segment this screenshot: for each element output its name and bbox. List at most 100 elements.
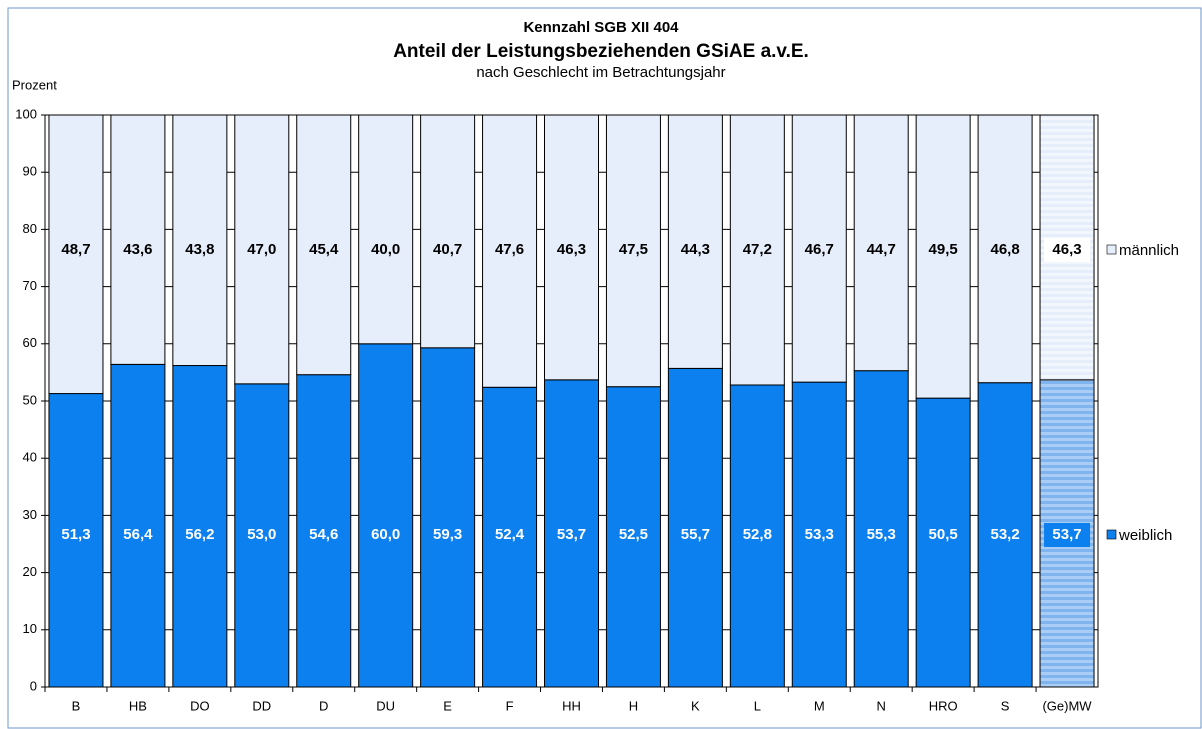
bar-segment <box>667 367 723 688</box>
value-label: 56,4 <box>123 526 153 543</box>
bar-segment <box>482 386 538 688</box>
value-label-box <box>1044 523 1091 547</box>
bar-segment <box>172 114 228 367</box>
value-label: 53,3 <box>805 526 834 543</box>
value-label: 54,6 <box>309 526 338 543</box>
x-tick-label: D <box>319 698 328 713</box>
value-label: 53,7 <box>557 526 586 543</box>
y-tick-label: 20 <box>23 564 37 579</box>
x-tick-label: F <box>506 698 514 713</box>
x-tick-label: (Ge)MW <box>1042 698 1092 713</box>
x-tick-label: S <box>1001 698 1010 713</box>
y-tick-label: 100 <box>15 106 37 121</box>
value-label: 40,0 <box>371 241 400 258</box>
value-label: 53,2 <box>990 526 1019 543</box>
y-tick-label: 40 <box>23 450 37 465</box>
x-tick-label: HRO <box>929 698 958 713</box>
chart-subtitle: Anteil der Leistungsbeziehenden GSiAE a.… <box>393 41 809 62</box>
x-tick-label: N <box>877 698 886 713</box>
chart-subtitle: nach Geschlecht im Betrachtungsjahr <box>476 64 725 81</box>
value-label: 48,7 <box>61 241 90 258</box>
x-tick-label: H <box>629 698 638 713</box>
bar-segment <box>729 384 785 688</box>
bar-segment <box>234 114 290 385</box>
value-label: 51,3 <box>61 526 90 543</box>
value-label: 47,6 <box>495 241 524 258</box>
value-label: 47,0 <box>247 241 276 258</box>
x-tick-label: K <box>691 698 700 713</box>
bar-segment <box>977 114 1033 384</box>
x-tick-label: DU <box>376 698 395 713</box>
x-tick-label: E <box>443 698 452 713</box>
y-tick-label: 60 <box>23 335 37 350</box>
value-label: 59,3 <box>433 526 462 543</box>
bar-segment <box>358 114 414 345</box>
x-tick-label: HH <box>562 698 581 713</box>
bar-segment <box>544 379 599 688</box>
bar-segment <box>48 393 104 688</box>
value-label: 52,5 <box>619 526 648 543</box>
x-tick-label: HB <box>129 698 147 713</box>
bar-segment <box>420 347 476 688</box>
chart-title: Kennzahl SGB XII 404 <box>523 19 679 36</box>
value-label: 43,8 <box>185 241 214 258</box>
bar-segment <box>358 343 414 688</box>
value-label: 53,0 <box>247 526 276 543</box>
bar-segment <box>915 114 971 399</box>
y-tick-label: 50 <box>23 392 37 407</box>
value-label: 47,2 <box>743 241 772 258</box>
value-label: 46,7 <box>805 241 834 258</box>
value-label: 50,5 <box>929 526 958 543</box>
value-label: 52,8 <box>743 526 772 543</box>
bar-segment <box>853 370 909 688</box>
bar-segment <box>296 374 352 688</box>
value-label: 56,2 <box>185 526 214 543</box>
legend-swatch <box>1106 529 1117 540</box>
value-label: 44,3 <box>681 241 710 258</box>
x-tick-label: L <box>754 698 761 713</box>
bar-segment <box>853 114 909 372</box>
value-label: 44,7 <box>867 241 896 258</box>
bar-segment <box>605 114 661 388</box>
y-tick-label: 0 <box>30 678 37 693</box>
bar-segment <box>48 114 104 395</box>
value-label: 45,4 <box>309 241 339 258</box>
bar-segment <box>110 114 166 365</box>
value-label: 49,5 <box>929 241 958 258</box>
x-tick-label: DO <box>190 698 210 713</box>
legend-label: weiblich <box>1118 527 1172 544</box>
bar-segment <box>667 114 723 369</box>
y-tick-label: 80 <box>23 221 37 236</box>
y-tick-label: 90 <box>23 164 37 179</box>
y-tick-label: 30 <box>23 507 37 522</box>
x-tick-label: M <box>814 698 825 713</box>
x-tick-label: B <box>72 698 81 713</box>
y-tick-label: 10 <box>23 621 37 636</box>
bar-segment <box>729 114 785 386</box>
bar-segment <box>791 114 847 383</box>
value-label: 52,4 <box>495 526 525 543</box>
value-label: 55,3 <box>867 526 896 543</box>
legend-label: männlich <box>1119 242 1179 259</box>
value-label: 60,0 <box>371 526 400 543</box>
y-axis-label: Prozent <box>12 77 57 92</box>
bar-segment <box>605 386 661 688</box>
value-label: 46,8 <box>990 241 1019 258</box>
bar-segment <box>420 114 476 349</box>
bar-segment <box>482 114 538 388</box>
value-label-box <box>1044 238 1091 262</box>
bar-segment <box>544 114 599 381</box>
bar-segment <box>915 397 971 688</box>
bar-segment <box>977 382 1033 688</box>
value-label: 40,7 <box>433 241 462 258</box>
value-label: 46,3 <box>557 241 586 258</box>
bar-segment <box>110 363 166 688</box>
value-label: 43,6 <box>123 241 152 258</box>
legend-swatch <box>1106 244 1117 255</box>
value-label: 53,7 <box>1052 526 1081 543</box>
value-label: 55,7 <box>681 526 710 543</box>
value-label: 47,5 <box>619 241 648 258</box>
value-label: 46,3 <box>1052 241 1081 258</box>
bar-segment <box>296 114 352 376</box>
